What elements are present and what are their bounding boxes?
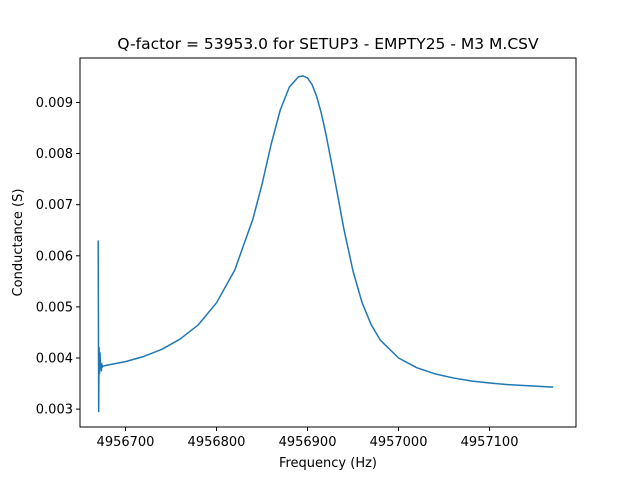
y-tick-label: 0.009 (36, 96, 73, 111)
y-tick-label: 0.004 (36, 352, 73, 367)
plot-area (80, 58, 576, 427)
y-tick-label: 0.006 (36, 249, 73, 264)
x-axis-title: Frequency (Hz) (279, 456, 377, 471)
chart-title: Q-factor = 53953.0 for SETUP3 - EMPTY25 … (117, 35, 539, 53)
x-tick-label: 4956700 (97, 435, 155, 450)
y-axis: 0.003 0.004 0.005 0.006 0.007 0.008 0.009 (36, 96, 80, 418)
plot-frame (79, 57, 577, 428)
x-tick-label: 4956800 (188, 435, 246, 450)
y-tick-label: 0.007 (36, 198, 73, 213)
y-tick-label: 0.005 (36, 300, 73, 315)
series-line (97, 75, 554, 413)
x-axis: 4956700 4956800 4956900 4957000 4957100 (97, 427, 519, 450)
y-tick-label: 0.008 (36, 147, 73, 162)
y-tick-label: 0.003 (36, 403, 73, 418)
y-axis-title: Conductance (S) (11, 189, 26, 297)
x-tick-label: 4957000 (370, 435, 428, 450)
x-tick-label: 4956900 (279, 435, 337, 450)
x-tick-label: 4957100 (461, 435, 519, 450)
